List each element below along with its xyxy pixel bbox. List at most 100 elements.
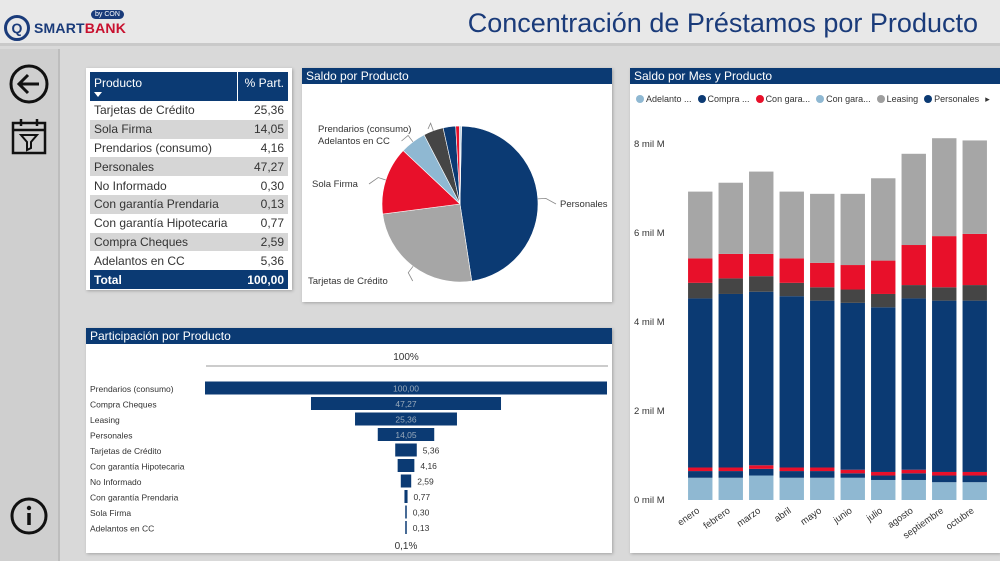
stacked-bar-segment[interactable] (962, 471, 987, 476)
stacked-bar-segment[interactable] (688, 282, 713, 299)
stacked-bar-segment[interactable] (901, 469, 926, 474)
table-row[interactable]: Tarjetas de Crédito 25,36 (90, 101, 288, 120)
stacked-bar-segment[interactable] (718, 182, 743, 254)
legend-item[interactable]: Personales (924, 94, 979, 105)
stacked-bar-segment[interactable] (962, 285, 987, 301)
table-row[interactable]: Prendarios (consumo) 4,16 (90, 138, 288, 158)
back-button[interactable] (8, 63, 50, 105)
table-row[interactable]: Con garantía Hipotecaria 0,77 (90, 213, 288, 233)
stacked-bar-segment[interactable] (688, 258, 713, 283)
stacked-bar-segment[interactable] (901, 285, 926, 299)
table-row[interactable]: No Informado 0,30 (90, 176, 288, 195)
stacked-bar-segment[interactable] (962, 475, 987, 483)
funnel-bar[interactable] (395, 443, 417, 457)
stacked-bar-segment[interactable] (932, 482, 957, 500)
stacked-bar-segment[interactable] (962, 140, 987, 234)
stacked-bar-segment[interactable] (932, 138, 957, 237)
legend-scroll-right-icon[interactable]: ▸ (985, 94, 990, 104)
stacked-bar-segment[interactable] (840, 265, 865, 290)
legend-item[interactable]: Con gara... (755, 94, 810, 105)
col-header-share[interactable]: % Part. (237, 72, 288, 101)
funnel-bar[interactable] (355, 412, 457, 426)
funnel-bar[interactable] (400, 474, 412, 488)
stacked-bar-segment[interactable] (901, 479, 926, 500)
funnel-bar[interactable] (377, 428, 435, 441)
stacked-bar-segment[interactable] (962, 233, 987, 286)
table-row[interactable]: Con garantía Prendaria 0,13 (90, 194, 288, 214)
stacked-bar-segment[interactable] (901, 245, 926, 286)
funnel-bar[interactable] (405, 521, 407, 534)
pie-slice[interactable] (382, 203, 473, 283)
stacked-bar-segment[interactable] (932, 236, 957, 288)
stacked-bar-segment[interactable] (932, 300, 957, 472)
legend-item[interactable]: Leasing (876, 94, 918, 105)
stacked-bar-segment[interactable] (840, 473, 865, 478)
stacked-bar-segment[interactable] (840, 289, 865, 303)
stacked-bar-segment[interactable] (810, 287, 835, 301)
stacked-bar-segment[interactable] (779, 477, 804, 500)
stacked-bar-segment[interactable] (749, 465, 774, 469)
info-button[interactable] (8, 495, 50, 537)
stacked-bar-segment[interactable] (871, 475, 896, 480)
stacked-bar-segment[interactable] (779, 471, 804, 478)
stacked-bar-segment[interactable] (718, 278, 743, 294)
funnel-bar[interactable] (205, 381, 607, 395)
stacked-bar-segment[interactable] (779, 282, 804, 297)
stacked-bar-segment[interactable] (749, 253, 774, 277)
stacked-bar-segment[interactable] (871, 260, 896, 294)
stacked-bar-segment[interactable] (810, 193, 835, 263)
pie-slice[interactable] (459, 125, 539, 282)
stacked-bar-segment[interactable] (718, 293, 743, 468)
stacked-bar-segment[interactable] (779, 296, 804, 468)
stacked-bar-segment[interactable] (749, 171, 774, 254)
pie-slice[interactable] (381, 150, 461, 215)
table-row[interactable]: Personales 47,27 (90, 157, 288, 177)
pie-slice[interactable] (459, 125, 462, 205)
stacked-bar-segment[interactable] (688, 477, 713, 500)
stacked-bar-segment[interactable] (901, 473, 926, 480)
funnel-bar[interactable] (310, 397, 502, 410)
stacked-bar-segment[interactable] (810, 300, 835, 468)
col-header-product[interactable]: Producto (90, 72, 238, 101)
filter-calendar-button[interactable] (8, 115, 50, 157)
stacked-bar-segment[interactable] (871, 479, 896, 500)
legend-item[interactable]: Adelanto ... (636, 94, 692, 105)
stacked-bar-segment[interactable] (810, 467, 835, 472)
stacked-bar-segment[interactable] (779, 191, 804, 259)
stacked-bar-segment[interactable] (779, 467, 804, 472)
table-row[interactable]: Adelantos en CC 5,36 (90, 251, 288, 271)
stacked-bar-segment[interactable] (810, 471, 835, 478)
legend-item[interactable]: Compra ... (697, 94, 750, 105)
stacked-bar-segment[interactable] (901, 153, 926, 246)
stacked-bar-segment[interactable] (871, 307, 896, 472)
stacked-bar-segment[interactable] (901, 298, 926, 470)
stacked-bar-segment[interactable] (749, 276, 774, 292)
stacked-bar-segment[interactable] (871, 293, 896, 308)
stacked-bar-segment[interactable] (749, 475, 774, 500)
stacked-bar-segment[interactable] (840, 193, 865, 266)
table-row[interactable]: Sola Firma 14,05 (90, 119, 288, 139)
funnel-bar[interactable] (397, 459, 415, 472)
funnel-bar[interactable] (405, 505, 407, 519)
stacked-bar-segment[interactable] (932, 475, 957, 483)
stacked-bar-segment[interactable] (932, 471, 957, 476)
stacked-bar-segment[interactable] (840, 477, 865, 500)
stacked-bar-segment[interactable] (810, 262, 835, 288)
stacked-bar-segment[interactable] (962, 482, 987, 500)
funnel-bar[interactable] (404, 490, 408, 503)
stacked-bar-segment[interactable] (871, 178, 896, 261)
stacked-bar-segment[interactable] (749, 291, 774, 466)
stacked-bar-segment[interactable] (718, 253, 743, 279)
stacked-bar-segment[interactable] (688, 191, 713, 259)
stacked-bar-segment[interactable] (871, 471, 896, 476)
stacked-bar-segment[interactable] (932, 287, 957, 301)
legend-item[interactable]: Con gara... (816, 94, 871, 105)
stacked-bar-segment[interactable] (810, 477, 835, 500)
table-row[interactable]: Compra Cheques 2,59 (90, 232, 288, 252)
stacked-bar-segment[interactable] (840, 469, 865, 474)
stacked-bar-segment[interactable] (749, 468, 774, 476)
stacked-bar-segment[interactable] (840, 302, 865, 470)
stacked-bar-segment[interactable] (718, 471, 743, 478)
stacked-bar-segment[interactable] (688, 471, 713, 478)
stacked-bar-segment[interactable] (779, 258, 804, 283)
